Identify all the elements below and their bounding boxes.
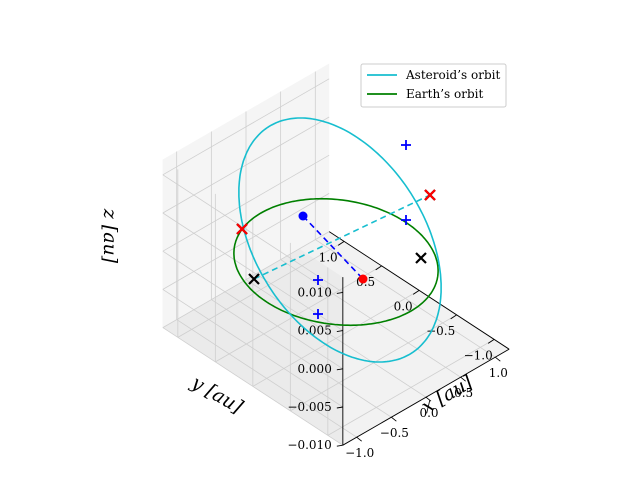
y-tick-mark [450,314,457,320]
grid-lines [162,71,496,446]
legend-label-earth: Earth’s orbit [406,87,483,101]
blue-dashed-line [302,215,364,280]
legend-label-asteroid: Asteroid’s orbit [405,68,500,82]
blue-plus-marker [313,275,323,285]
grid-wall-z [162,116,330,214]
z-tick-mark [336,406,343,409]
grid-wall-z [162,174,344,293]
z-tick-label: −0.005 [287,400,331,414]
grid-wall-z [162,193,330,290]
y-tick-label: −1.0 [464,348,493,362]
grid-floor-y [290,314,457,412]
x-tick-label: −1.0 [345,446,374,460]
x-tick-mark [495,356,501,362]
plot-area [233,117,442,363]
y-tick-mark [412,290,420,295]
blue-plus-marker [401,215,411,225]
blue-plus-marker [401,140,411,150]
z-tick-mark [336,291,343,294]
grid-floor-y [327,339,495,436]
z-tick-mark [336,444,343,447]
grid-floor-y [215,265,382,363]
z-tick-label: −0.010 [287,438,331,452]
grid-wall-z [162,154,330,252]
earth-orbit-line [233,197,439,327]
z-tick-label: 0.000 [297,362,331,376]
red-dot-marker [358,274,368,284]
x-tick-label: 0.5 [454,386,473,400]
y-tick-label: 0.0 [394,299,413,313]
legend: Asteroid’s orbit Earth’s orbit [360,63,507,108]
x-tick-mark [391,416,397,422]
grid-wall-z [162,327,344,446]
y-tick-mark [337,241,345,246]
x-tick-label: 0.0 [419,406,438,420]
x-tick-label: 1.0 [489,366,508,380]
grid-wall-z [162,78,330,176]
asteroid-nodes-line [253,194,431,280]
z-tick-label: 0.005 [297,324,331,338]
axis-lines [328,231,510,447]
grid-wall-z [162,250,344,370]
red-x-marker [236,223,248,235]
x-tick-mark [425,396,432,402]
x-tick-mark [460,376,466,382]
grid-wall-z [162,212,344,331]
z-axis-label: z [au] [99,208,121,264]
legend-box [360,63,507,108]
y-tick-label: −0.5 [426,324,455,338]
x-tick-label: −0.5 [380,426,409,440]
y-axis-label: y [au] [187,371,247,418]
z-tick-label: 0.010 [297,285,331,299]
y-tick-mark [487,339,495,344]
asteroid-orbit-line [238,117,442,363]
z-tick-mark [336,368,343,371]
z-tick-mark [336,330,343,333]
grid-wall-z [162,289,344,408]
y-tick-label: 1.0 [319,250,338,264]
x-tick-mark [356,436,362,442]
blue-plus-marker [313,309,323,319]
black-x-marker [248,273,260,285]
black-x-marker [415,252,427,264]
grid-floor-y [177,241,345,338]
y-tick-mark [375,265,382,271]
grid-floor-y [252,290,420,387]
grid-wall-z [162,231,330,328]
blue-dot-marker [298,211,308,221]
red-x-marker [424,189,436,201]
